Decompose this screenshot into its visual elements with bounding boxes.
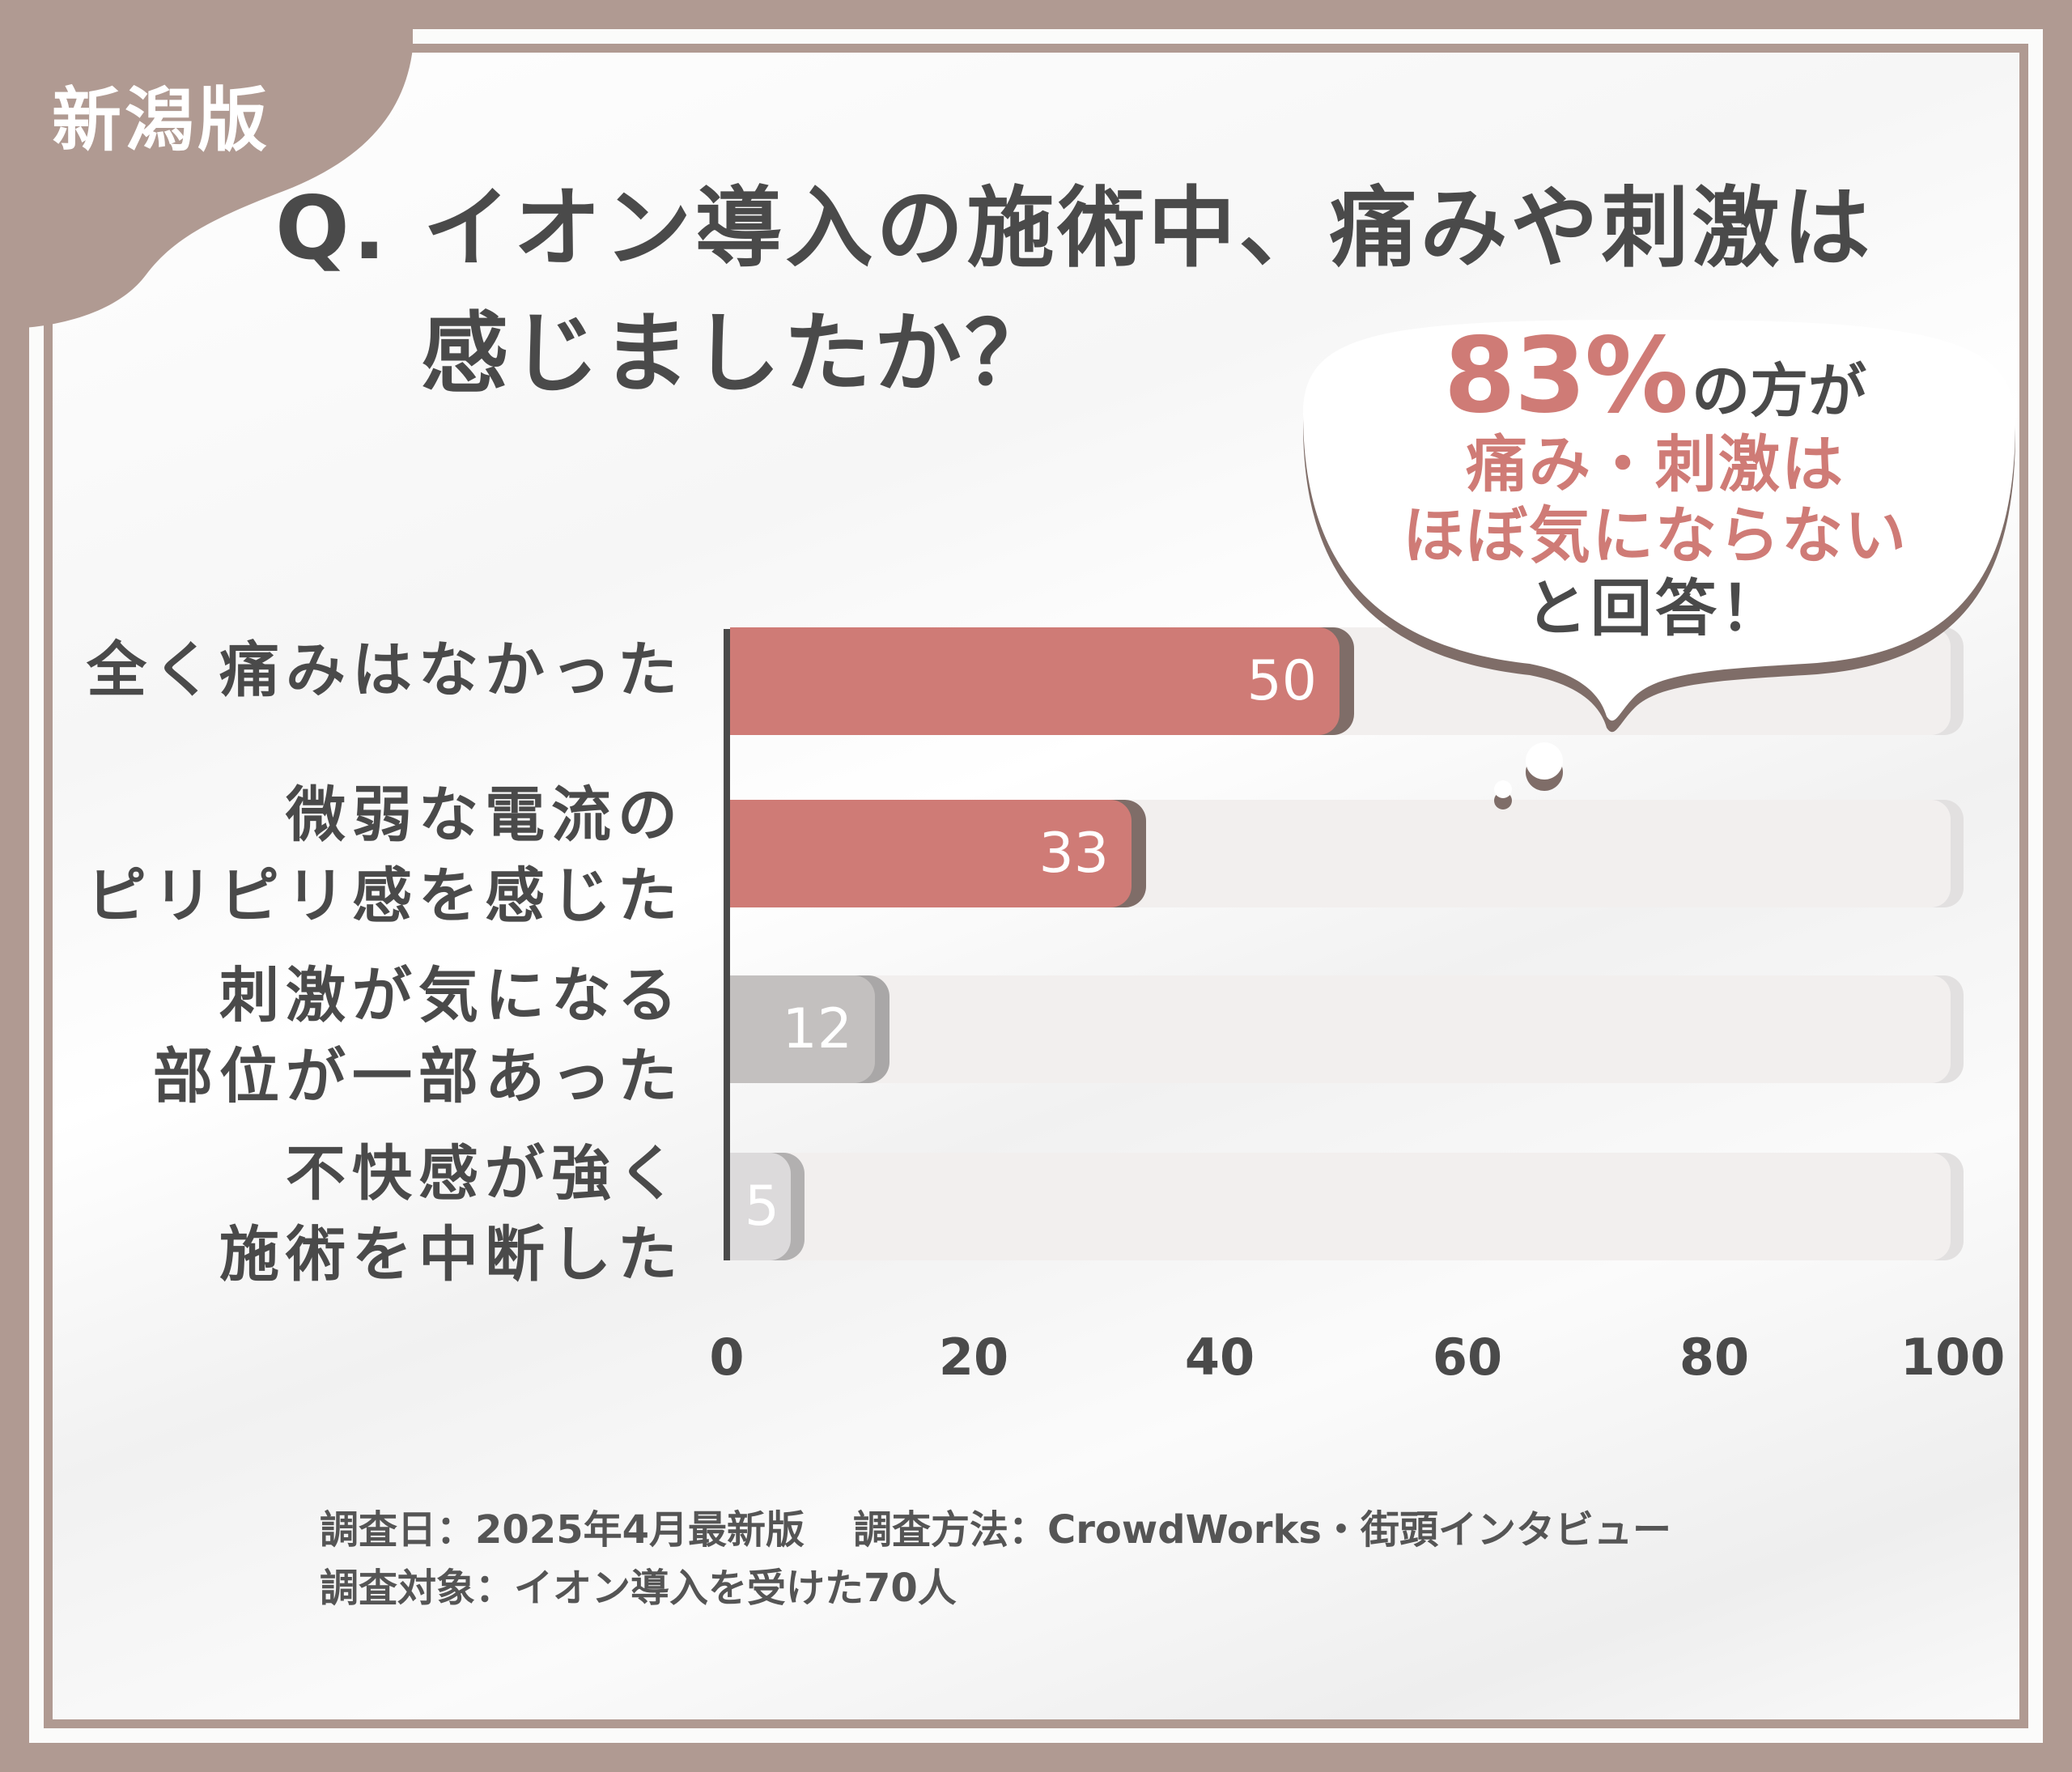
category-label-line: 刺激が気になる — [219, 961, 684, 1030]
bar-no-pain: 50 — [730, 627, 1340, 735]
bar-some-areas: 12 — [730, 975, 875, 1083]
bar-value: 33 — [1038, 822, 1109, 886]
category-label: 刺激が気になる 部位が一部あった — [153, 955, 684, 1117]
x-tick: 20 — [938, 1328, 1009, 1387]
speech-bubble — [1303, 320, 2015, 810]
category-label-line: ピリピリ感を感じた — [87, 861, 684, 931]
category-label-line: 施術を中断した — [219, 1220, 684, 1290]
x-tick: 40 — [1184, 1328, 1255, 1387]
bar-track — [730, 1153, 1951, 1260]
survey-method: 調査方法：CrowdWorks・街頭インタビュー — [853, 1507, 1671, 1553]
callout-text: 83% の方が 痛み・刺激は ほぼ気にならない と回答！ — [1299, 324, 2011, 646]
category-label: 不快感が強く 施術を中断した — [219, 1133, 684, 1295]
survey-info-line1: 調査日：2025年4月最新版 調査方法：CrowdWorks・街頭インタビュー — [320, 1498, 1671, 1554]
x-tick: 0 — [709, 1328, 745, 1387]
callout-line4: と回答！ — [1526, 572, 1785, 644]
callout-headline-rest: の方が — [1692, 357, 1867, 425]
callout-line2: 痛み・刺激は — [1466, 428, 1845, 500]
callout-percent: 83% — [1443, 316, 1688, 436]
callout-headline: 83% の方が — [1299, 324, 2011, 429]
survey-date: 調査日：2025年4月最新版 — [320, 1507, 805, 1553]
bar-track — [730, 975, 1951, 1083]
survey-target: 調査対象：イオン導入を受けた70人 — [320, 1566, 957, 1611]
category-label: 微弱な電流の ピリピリ感を感じた — [87, 775, 684, 937]
bar-value: 12 — [782, 997, 852, 1061]
bar-value: 50 — [1246, 649, 1317, 713]
bar-value: 5 — [744, 1175, 779, 1239]
category-label-line: 全く痛みはなかった — [87, 635, 684, 705]
page-title-line2: 感じましたか？ — [421, 304, 1056, 405]
region-badge: 新潟版 — [52, 80, 270, 161]
category-label-line: 微弱な電流の — [286, 780, 684, 850]
x-tick: 80 — [1679, 1328, 1750, 1387]
category-label: 全く痛みはなかった — [87, 630, 684, 711]
page-title-line1: Q. イオン導入の施術中、痛みや刺激は — [275, 178, 1874, 279]
x-tick: 60 — [1432, 1328, 1503, 1387]
category-label-line: 部位が一部あった — [153, 1042, 684, 1111]
corner-decoration — [0, 0, 413, 330]
callout-line3: ほぼ気にならない — [1403, 499, 1908, 572]
y-axis-line — [724, 629, 730, 1260]
x-tick: 100 — [1900, 1328, 2006, 1387]
bar-stopped: 5 — [730, 1153, 791, 1260]
bar-tingling: 33 — [730, 800, 1132, 907]
category-label-line: 不快感が強く — [286, 1139, 684, 1209]
